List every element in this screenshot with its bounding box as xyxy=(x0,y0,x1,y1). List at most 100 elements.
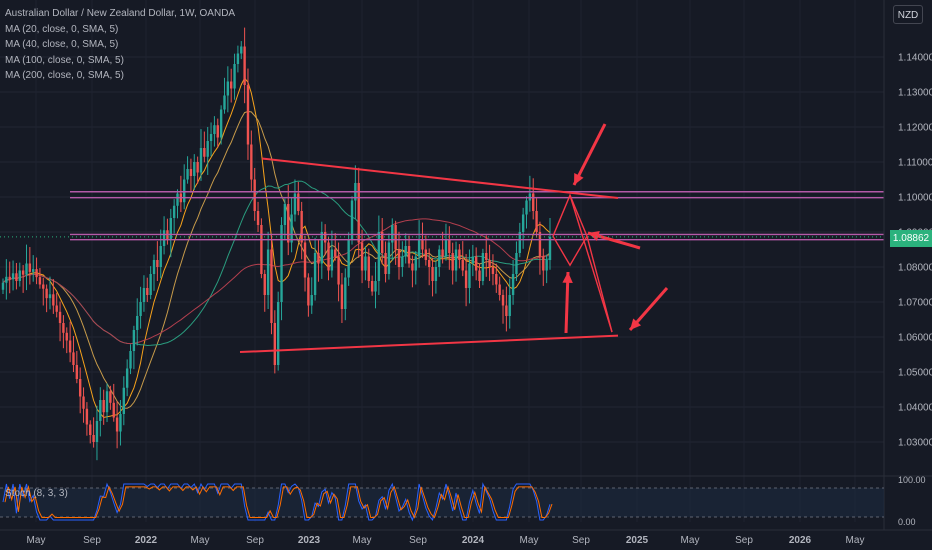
candle-body xyxy=(525,200,528,215)
currency-button[interactable]: NZD xyxy=(893,5,923,24)
ma40-legend[interactable]: MA (40, close, 0, SMA, 5) xyxy=(5,39,119,50)
time-tick-label: Sep xyxy=(735,535,753,546)
candle-body xyxy=(381,232,384,253)
candle-body xyxy=(414,256,417,271)
candle-body xyxy=(58,311,62,323)
candlesticks xyxy=(1,27,552,461)
candle-body xyxy=(340,284,344,309)
stoch-legend[interactable]: Stoch (8, 3, 3) xyxy=(5,488,68,499)
arrow-down-left xyxy=(572,123,607,186)
arrow-down-right-head xyxy=(630,318,642,330)
candle-body xyxy=(404,246,407,257)
candle-body xyxy=(159,246,162,267)
candle-body xyxy=(89,424,92,435)
time-tick-label: 2026 xyxy=(789,535,812,546)
candle-body xyxy=(535,211,538,232)
candle-body xyxy=(498,284,501,295)
candle-body xyxy=(545,260,548,271)
candle-body xyxy=(488,260,491,267)
candle-body xyxy=(32,269,35,272)
ma100-line xyxy=(2,180,551,347)
projection-path xyxy=(586,236,613,333)
candle-body xyxy=(441,249,444,257)
candle-body xyxy=(511,274,515,295)
candle-body xyxy=(360,242,364,271)
candle-body xyxy=(320,232,324,264)
candle-body xyxy=(280,225,283,302)
candle-body xyxy=(387,242,391,274)
candle-body xyxy=(55,305,58,312)
candle-body xyxy=(448,239,451,253)
price-axis: 1.140001.130001.120001.110001.100001.090… xyxy=(883,0,932,530)
ma200-legend[interactable]: MA (200, close, 0, SMA, 5) xyxy=(5,70,124,81)
price-tick-label: 1.05000 xyxy=(898,368,932,379)
time-tick-label: Sep xyxy=(246,535,264,546)
candle-body xyxy=(471,256,475,264)
stoch-tick-label: 0.00 xyxy=(898,517,916,527)
ma100-legend[interactable]: MA (100, close, 0, SMA, 5) xyxy=(5,54,124,66)
candle-body xyxy=(240,46,243,54)
candle-body xyxy=(330,249,334,271)
candle-body xyxy=(95,421,99,442)
upper-trendline xyxy=(261,157,619,200)
time-tick-label: May xyxy=(846,535,865,546)
candle-body xyxy=(85,408,89,425)
candle-body xyxy=(303,242,307,278)
candle-body xyxy=(508,295,511,316)
candle-body xyxy=(357,183,360,243)
candle-body xyxy=(206,141,209,157)
candle-body xyxy=(199,148,203,173)
candle-body xyxy=(162,230,166,246)
candle-body xyxy=(119,414,122,432)
last-price-tag: 1.08862 xyxy=(890,230,932,247)
candle-body xyxy=(334,249,337,257)
candle-body xyxy=(478,270,481,281)
ma20-legend[interactable]: MA (20, close, 0, SMA, 5) xyxy=(5,23,119,35)
candle-body xyxy=(287,204,290,243)
candle-body xyxy=(35,269,38,278)
candle-body xyxy=(52,294,55,306)
candle-body xyxy=(310,295,313,306)
candle-body xyxy=(99,400,102,421)
candle-body xyxy=(152,260,156,274)
candle-body xyxy=(136,316,139,330)
candle-body xyxy=(532,193,535,211)
price-tick-label: 1.12000 xyxy=(898,123,932,134)
candle-body xyxy=(538,232,542,257)
time-axis: May Sep 2022 May Sep 2023 May Sep 2024 May Sep 2025… xyxy=(27,535,865,546)
candle-body xyxy=(370,281,374,292)
candle-body xyxy=(515,253,518,274)
candle-body xyxy=(15,273,18,281)
candle-body xyxy=(451,253,454,271)
candle-body xyxy=(323,232,327,243)
arrow-up-head xyxy=(562,272,573,283)
candle-body xyxy=(300,211,303,243)
candle-body xyxy=(444,239,448,257)
price-tick-label: 1.07000 xyxy=(898,298,932,309)
candle-body xyxy=(327,242,330,271)
candle-body xyxy=(45,288,48,299)
candle-body xyxy=(397,249,401,267)
time-tick-label: May xyxy=(353,535,372,546)
time-tick-label: May xyxy=(191,535,210,546)
candle-body xyxy=(236,53,240,64)
candle-body xyxy=(350,200,354,239)
candle-body xyxy=(189,169,193,176)
candle-body xyxy=(283,204,287,225)
candle-body xyxy=(28,263,32,272)
candle-body xyxy=(250,144,253,180)
candle-body xyxy=(156,260,159,267)
candle-body xyxy=(213,125,216,134)
candle-body xyxy=(427,260,431,267)
candle-body xyxy=(401,256,404,267)
candle-body xyxy=(411,263,414,271)
candle-body xyxy=(219,109,223,138)
candle-body xyxy=(233,64,236,89)
candle-body xyxy=(438,249,441,267)
candle-body xyxy=(481,253,485,281)
candle-body xyxy=(25,263,28,275)
candle-body xyxy=(266,249,270,295)
candle-body xyxy=(229,81,233,89)
price-tick-label: 1.08000 xyxy=(898,263,932,274)
